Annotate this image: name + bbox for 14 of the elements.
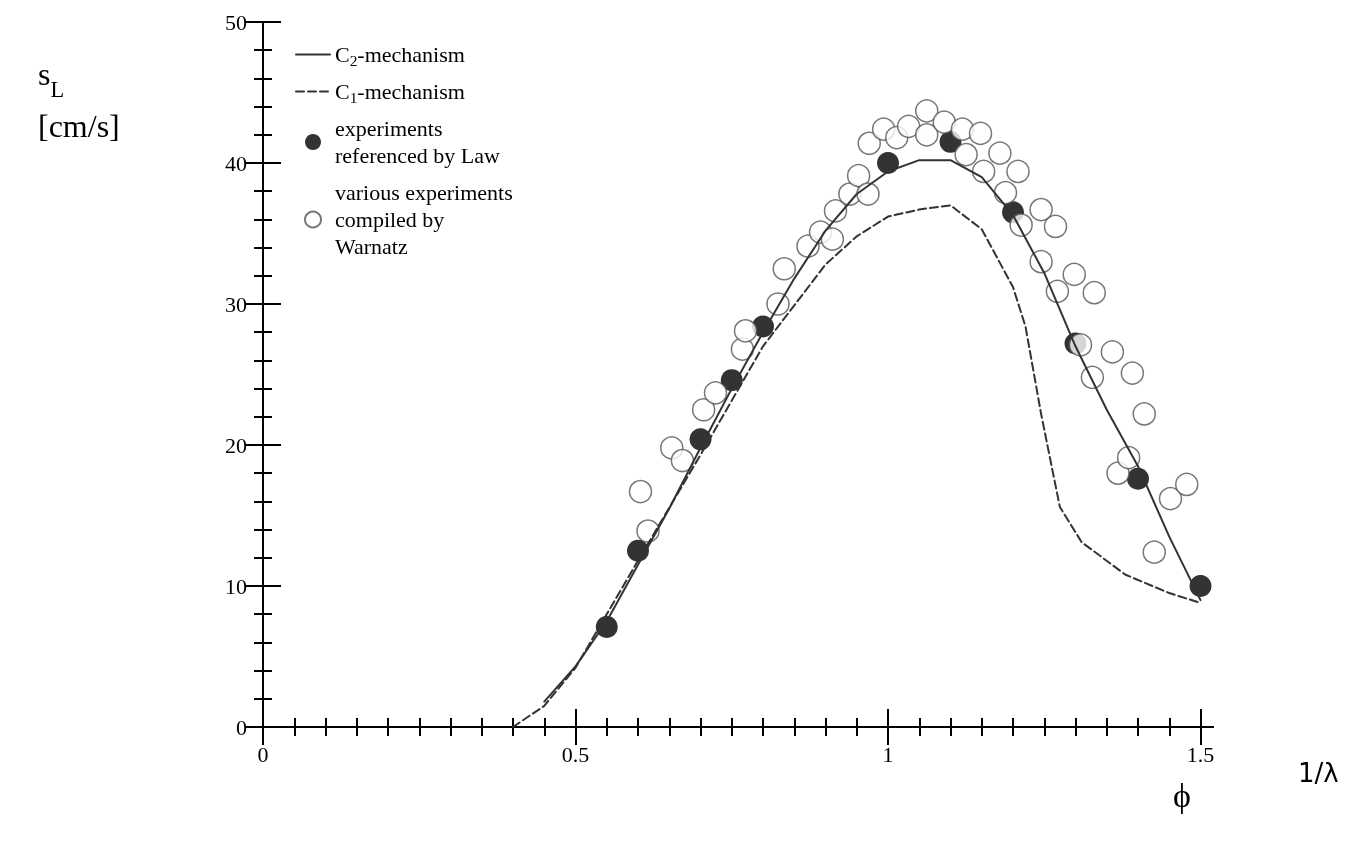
x-tick-label: 1.5 (1186, 741, 1215, 767)
x-axis-title: ϕ (1173, 776, 1191, 814)
y-tick-label: 30 (225, 291, 247, 317)
x-tick-label: 0.5 (561, 741, 590, 767)
y-tick-label: 40 (225, 150, 247, 176)
y-tick-label: 0 (236, 714, 247, 740)
y-tick-label: 10 (225, 573, 247, 599)
legend-label: various experiments compiled by Warnatz (335, 180, 513, 259)
x-tick-label: 0 (257, 741, 269, 767)
y-tick-label: 50 (225, 9, 247, 35)
y-tick-label: 20 (225, 432, 247, 458)
legend-label: experiments referenced by Law (335, 116, 500, 168)
x-tick-label: 1 (882, 741, 894, 767)
text: 1/λ (1298, 758, 1339, 788)
